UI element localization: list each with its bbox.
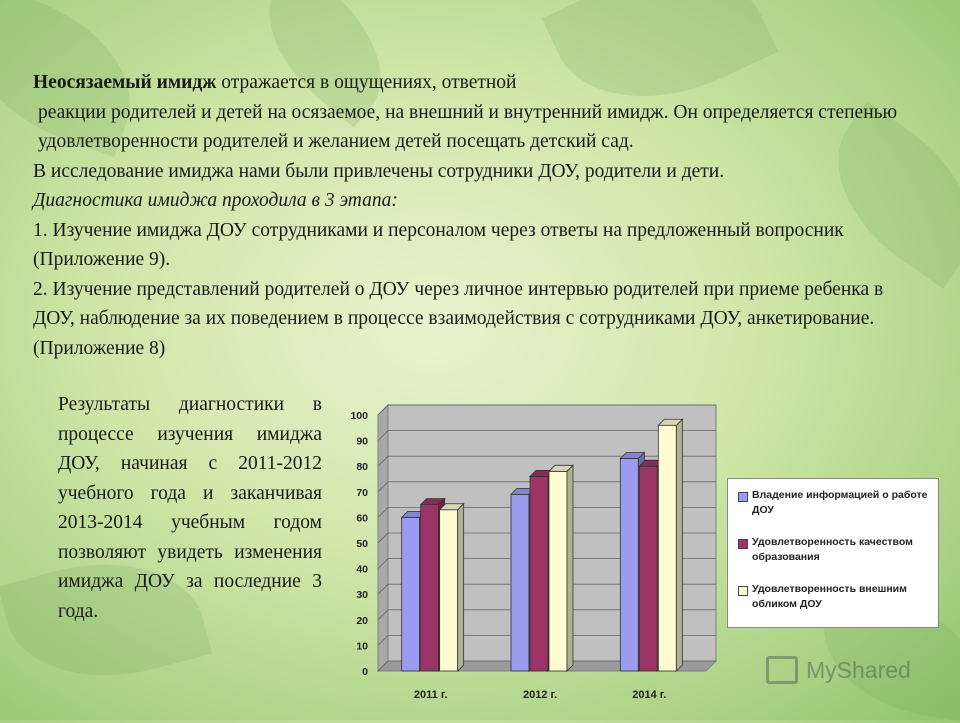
y-tick-label: 40 — [356, 564, 368, 576]
bar-chart: 0 10 20 30 40 50 60 70 80 90 100 2011 г. 2012 г. 2014… — [350, 403, 718, 701]
intro-paragraph-3: В исследование имиджа нами были привлече… — [33, 160, 725, 182]
gridline — [377, 532, 389, 544]
legend-label: Удовлетворенность качеством образования — [752, 536, 913, 563]
y-tick-label: 50 — [356, 538, 368, 550]
results-text: Результаты диагностики в процессе изучен… — [58, 394, 322, 622]
gridline — [377, 455, 389, 467]
gridline — [377, 609, 389, 621]
intro-paragraph-1: Неосязаемый имидж отражается в ощущениях… — [33, 68, 913, 98]
bar-top — [657, 418, 684, 426]
intro-step-2: 2. Изучение представлений родителей о ДО… — [33, 278, 884, 359]
gridline — [377, 430, 389, 441]
gridline — [377, 481, 389, 493]
bar-side — [457, 502, 465, 672]
bar-side — [566, 464, 574, 672]
bar — [439, 509, 459, 672]
legend-entry: Удовлетворенность качеством образования — [738, 535, 930, 565]
y-tick-label: 90 — [356, 436, 368, 448]
watermark-text: MyShared — [806, 656, 911, 683]
legend-label: Удовлетворенность внешним обликом ДОУ — [752, 583, 907, 610]
gridline — [377, 507, 389, 518]
y-tick-label: 30 — [356, 589, 368, 601]
x-tick-label: 2012 г. — [523, 689, 557, 701]
y-tick-label: 0 — [362, 666, 368, 678]
legend-swatch — [738, 492, 748, 502]
bar — [619, 458, 639, 672]
legend-swatch — [738, 586, 748, 596]
intro-text: Неосязаемый имидж отражается в ощущениях… — [33, 68, 913, 363]
bar-top — [419, 498, 446, 505]
legend-swatch — [738, 539, 748, 549]
y-tick-label: 60 — [356, 512, 368, 524]
y-tick-label: 80 — [356, 461, 368, 473]
x-tick-label: 2014 г. — [632, 689, 666, 701]
watermark: MyShared — [766, 656, 911, 684]
bar — [420, 504, 440, 672]
bar — [529, 476, 549, 672]
y-tick-label: 70 — [356, 487, 368, 499]
bar — [638, 465, 658, 672]
intro-italic-text: Диагностика имиджа проходила в 3 этапа: — [33, 190, 398, 211]
gridline — [377, 404, 389, 416]
legend-entry: Удовлетворенность внешним обликом ДОУ — [738, 582, 930, 612]
bar-top — [438, 503, 465, 511]
intro-step-1: 1. Изучение имиджа ДОУ сотрудниками и пе… — [33, 219, 844, 271]
watermark-logo-icon — [766, 656, 798, 684]
bar — [401, 517, 421, 672]
bar — [510, 493, 530, 672]
bar-top — [548, 464, 574, 472]
intro-paragraph-2: реакции родителей и детей на осязаемое, … — [38, 101, 898, 153]
gridline — [377, 558, 389, 569]
intro-italic-line: Диагностика имиджа проходила в 3 этапа: — [33, 186, 913, 216]
gridline — [377, 635, 389, 646]
intro-bold-phrase: Неосязаемый имидж — [33, 72, 217, 93]
legend-entry: Владение информацией о работе ДОУ — [738, 488, 930, 518]
bar-top — [619, 452, 646, 459]
y-tick-label: 10 — [356, 640, 368, 652]
x-tick-label: 2011 г. — [414, 689, 447, 701]
bar — [657, 424, 677, 672]
bar — [548, 470, 568, 672]
y-tick-label: 100 — [350, 410, 368, 422]
bar-side — [675, 418, 683, 672]
legend-label: Владение информацией о работе ДОУ — [752, 489, 928, 516]
intro-line1-rest: отражается в ощущениях, ответной — [216, 72, 517, 93]
y-tick-label: 20 — [356, 615, 368, 627]
chart-legend: Владение информацией о работе ДОУ Удовлет… — [727, 478, 939, 628]
gridline — [377, 660, 389, 672]
gridline — [377, 583, 389, 595]
